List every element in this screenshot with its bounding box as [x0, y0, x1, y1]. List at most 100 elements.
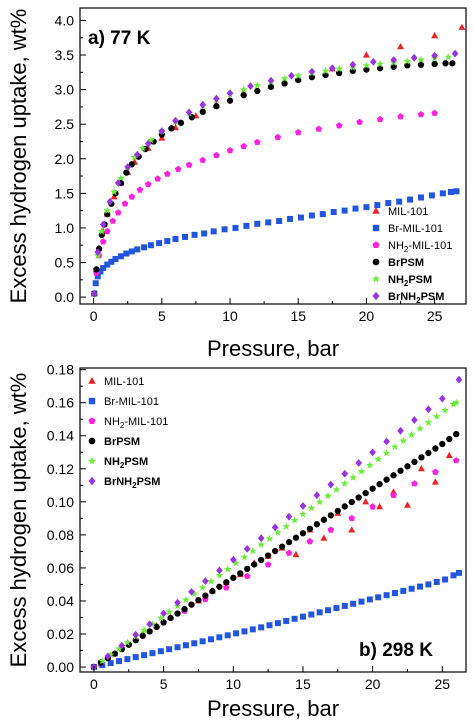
- data-point: [417, 61, 425, 68]
- data-point: [99, 238, 107, 245]
- data-point: [369, 485, 376, 492]
- data-point: [254, 138, 261, 145]
- data-point: [315, 497, 324, 506]
- data-point: [288, 71, 295, 80]
- data-point: [390, 488, 397, 495]
- data-point: [321, 66, 330, 75]
- data-point: [114, 209, 122, 216]
- data-point: [418, 454, 425, 461]
- data-point: [432, 445, 439, 452]
- legend-marker: [88, 417, 96, 424]
- y-tick-label: 0.10: [47, 494, 74, 510]
- x-tick-label: 0: [90, 676, 98, 692]
- data-point: [390, 63, 397, 70]
- data-point: [404, 62, 411, 69]
- data-point: [282, 522, 291, 530]
- data-point: [320, 534, 328, 541]
- data-point: [224, 632, 231, 639]
- data-point: [363, 204, 370, 211]
- legend-label: Br-MIL-101: [388, 223, 443, 235]
- data-point: [325, 607, 332, 614]
- data-point: [322, 71, 329, 79]
- legend-label: BrPSM: [104, 436, 140, 448]
- data-point: [207, 636, 214, 643]
- legend-marker: [88, 476, 96, 486]
- data-point: [190, 589, 199, 597]
- data-point: [124, 163, 131, 171]
- data-point: [391, 590, 398, 597]
- data-point: [149, 650, 156, 657]
- data-point: [330, 209, 337, 216]
- data-point: [247, 82, 254, 90]
- data-point: [128, 193, 136, 200]
- data-point: [251, 561, 258, 568]
- data-point: [98, 227, 106, 235]
- panel-a-77k: 0 5 10 15 20 25 0.0 0.5 1.0 1.5 2.0 2.5 3.0 3.5 4.0 a)…: [6, 7, 467, 361]
- data-point: [226, 147, 234, 154]
- y-axis-label-a: Excess hydrogen uptake, wt%: [6, 9, 31, 304]
- data-point: [403, 57, 412, 65]
- data-point: [397, 467, 404, 474]
- legend-item-BrNH2PSM: BrNH2PSM: [88, 476, 160, 490]
- legend-label: BrPSM: [388, 257, 424, 269]
- data-point: [253, 81, 262, 89]
- data-point: [319, 211, 326, 218]
- data-point: [382, 449, 391, 457]
- data-point: [348, 514, 355, 522]
- data-point: [299, 530, 307, 537]
- data-point: [232, 224, 239, 231]
- panel-b-298k: 0 5 10 15 20 25 0.00 0.02 0.04 0.06 0.08 0.10 0.12 0.…: [6, 362, 467, 721]
- data-point: [174, 644, 181, 651]
- data-point: [307, 504, 316, 512]
- data-point: [416, 424, 424, 432]
- y-tick-label: 0.0: [55, 289, 75, 305]
- data-point: [327, 480, 335, 489]
- y-tick-label: 2.0: [55, 151, 75, 167]
- data-point: [341, 602, 348, 609]
- data-point: [447, 188, 454, 195]
- data-point: [188, 601, 195, 608]
- legend-item-BrNH2PSM: BrNH2PSM: [372, 291, 444, 305]
- data-point: [146, 620, 153, 628]
- data-point: [172, 116, 179, 125]
- legend-marker: [88, 377, 96, 384]
- data-point: [376, 480, 383, 488]
- data-point: [94, 273, 101, 280]
- x-tick-label: 5: [158, 308, 166, 324]
- data-point: [106, 197, 114, 206]
- data-point: [410, 53, 418, 62]
- y-tick-label: 4.0: [55, 12, 75, 28]
- data-point: [376, 60, 384, 68]
- data-point: [239, 85, 248, 93]
- data-point: [411, 480, 418, 487]
- data-point: [357, 467, 366, 475]
- data-point: [195, 596, 202, 604]
- data-point: [230, 574, 237, 581]
- data-point: [201, 230, 208, 237]
- data-point: [341, 503, 348, 510]
- data-point: [271, 523, 279, 532]
- data-point: [216, 566, 223, 575]
- data-point: [240, 553, 249, 561]
- data-point: [376, 65, 384, 72]
- data-point: [157, 648, 164, 655]
- legend-item-NH2PSM: NH2PSM: [87, 456, 148, 470]
- y-tick-label: 0.16: [47, 395, 74, 411]
- y-tick-label: 0.02: [47, 626, 74, 642]
- data-point: [391, 442, 399, 451]
- data-point: [100, 265, 107, 272]
- data-point: [363, 51, 370, 58]
- data-point: [213, 103, 220, 110]
- data-point: [174, 610, 181, 617]
- data-point: [390, 491, 397, 498]
- legend-item-MIL-101: MIL-101: [372, 206, 428, 218]
- data-point: [335, 64, 343, 73]
- data-point: [191, 231, 198, 238]
- data-point: [349, 473, 357, 481]
- data-point: [177, 119, 185, 126]
- data-point: [425, 581, 432, 588]
- data-point: [140, 626, 148, 634]
- data-point: [249, 626, 256, 633]
- data-point: [182, 595, 190, 604]
- legend-item-NH2-MIL-101: NH2-MIL-101: [88, 416, 168, 430]
